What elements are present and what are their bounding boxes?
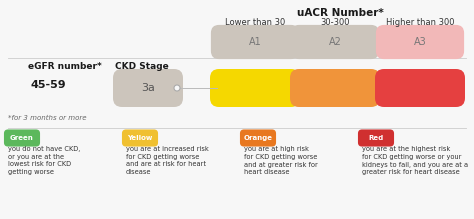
- FancyBboxPatch shape: [291, 25, 379, 59]
- FancyBboxPatch shape: [122, 129, 158, 147]
- FancyBboxPatch shape: [210, 69, 300, 107]
- Text: you are at the highest risk
for CKD getting worse or your
kidneys to fail, and y: you are at the highest risk for CKD gett…: [362, 146, 468, 175]
- FancyBboxPatch shape: [240, 129, 276, 147]
- Text: A1: A1: [249, 37, 261, 47]
- FancyBboxPatch shape: [358, 129, 394, 147]
- Text: A2: A2: [328, 37, 341, 47]
- Text: Higher than 300: Higher than 300: [386, 18, 454, 27]
- Text: uACR Number*: uACR Number*: [297, 8, 383, 18]
- Text: you do not have CKD,
or you are at the
lowest risk for CKD
getting worse: you do not have CKD, or you are at the l…: [8, 146, 80, 175]
- FancyBboxPatch shape: [290, 69, 380, 107]
- Text: 3a: 3a: [141, 83, 155, 93]
- Text: 45-59: 45-59: [30, 80, 66, 90]
- FancyBboxPatch shape: [375, 69, 465, 107]
- Circle shape: [174, 85, 180, 91]
- FancyBboxPatch shape: [211, 25, 299, 59]
- Text: you are at increased risk
for CKD getting worse
and are at risk for heart
diseas: you are at increased risk for CKD gettin…: [126, 146, 209, 175]
- FancyBboxPatch shape: [4, 129, 40, 147]
- Text: Red: Red: [368, 135, 383, 141]
- Text: Lower than 30: Lower than 30: [225, 18, 285, 27]
- Text: Green: Green: [10, 135, 34, 141]
- Text: Yellow: Yellow: [128, 135, 153, 141]
- Text: eGFR number*: eGFR number*: [28, 62, 102, 71]
- Text: 30-300: 30-300: [320, 18, 350, 27]
- Text: CKD Stage: CKD Stage: [115, 62, 169, 71]
- Text: *for 3 months or more: *for 3 months or more: [8, 115, 86, 121]
- Text: A3: A3: [414, 37, 427, 47]
- FancyBboxPatch shape: [376, 25, 464, 59]
- Text: you are at high risk
for CKD getting worse
and at greater risk for
heart disease: you are at high risk for CKD getting wor…: [244, 146, 318, 175]
- Text: Orange: Orange: [244, 135, 273, 141]
- FancyBboxPatch shape: [113, 69, 183, 107]
